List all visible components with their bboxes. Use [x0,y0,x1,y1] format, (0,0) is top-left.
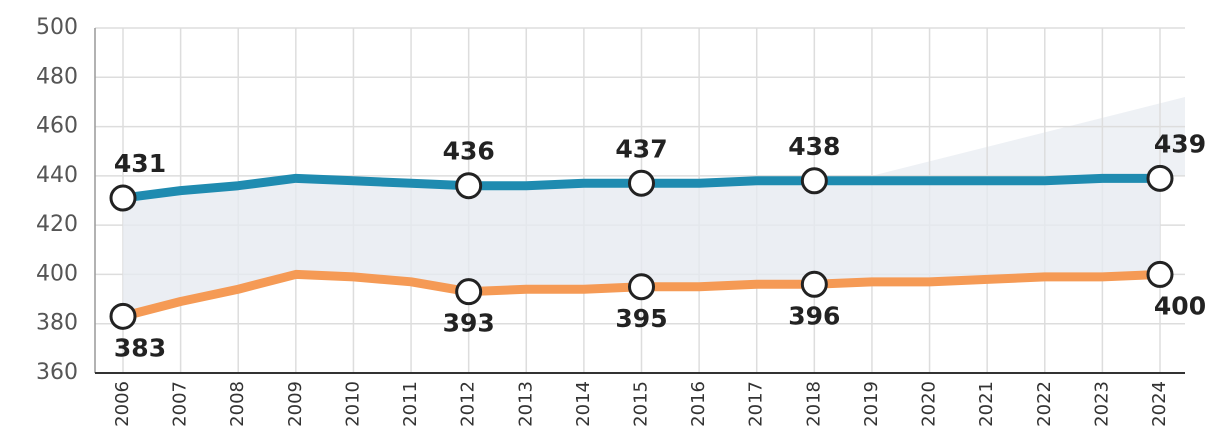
x-tick-label: 2020 [919,381,940,427]
point-marker [109,184,137,212]
point-marker [455,172,483,200]
data-label: 400 [1154,291,1206,320]
x-tick-label: 2008 [227,381,248,427]
y-tick-label: 460 [36,114,78,139]
x-tick-label: 2022 [1034,381,1055,427]
data-label: 439 [1154,129,1206,158]
x-tick-label: 2006 [112,381,133,427]
point-marker [109,302,137,330]
x-tick-label: 2016 [688,381,709,427]
y-tick-label: 420 [36,212,78,237]
x-tick-label: 2012 [458,381,479,427]
y-tick-label: 400 [36,261,78,286]
point-marker [1146,164,1174,192]
data-label: 438 [788,132,840,161]
x-tick-label: 2013 [515,381,536,427]
point-marker [628,273,655,301]
x-tick-label: 2017 [746,381,767,427]
y-tick-label: 380 [36,311,78,336]
x-tick-label: 2009 [285,381,306,427]
x-tick-label: 2023 [1091,381,1112,427]
y-tick-label: 480 [36,64,78,89]
y-tick-label: 360 [36,360,78,385]
point-marker [1146,260,1174,288]
x-tick-label: 2014 [573,381,594,427]
x-tick-label: 2019 [861,381,882,427]
y-tick-label: 500 [36,15,78,40]
x-tick-label: 2010 [342,381,363,427]
data-label: 437 [615,134,667,163]
x-tick-label: 2015 [631,381,652,427]
data-label: 393 [443,309,495,338]
background-shade [871,97,1185,176]
point-marker [800,270,828,298]
point-marker [455,278,483,306]
x-tick-label: 2011 [400,381,421,427]
data-label: 383 [114,333,166,362]
data-label: 431 [114,149,166,178]
y-tick-label: 440 [36,163,78,188]
x-tick-label: 2024 [1149,381,1170,427]
point-marker [628,169,655,197]
data-label: 436 [443,137,495,166]
x-tick-label: 2007 [170,381,191,427]
data-label: 396 [788,301,840,330]
x-tick-label: 2021 [976,381,997,427]
x-tick-label: 2018 [803,381,824,427]
data-label: 395 [615,304,667,333]
point-marker [800,167,828,195]
